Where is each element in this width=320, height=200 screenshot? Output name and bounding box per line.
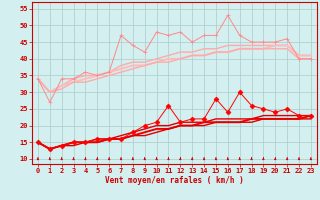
- X-axis label: Vent moyen/en rafales ( km/h ): Vent moyen/en rafales ( km/h ): [105, 176, 244, 185]
